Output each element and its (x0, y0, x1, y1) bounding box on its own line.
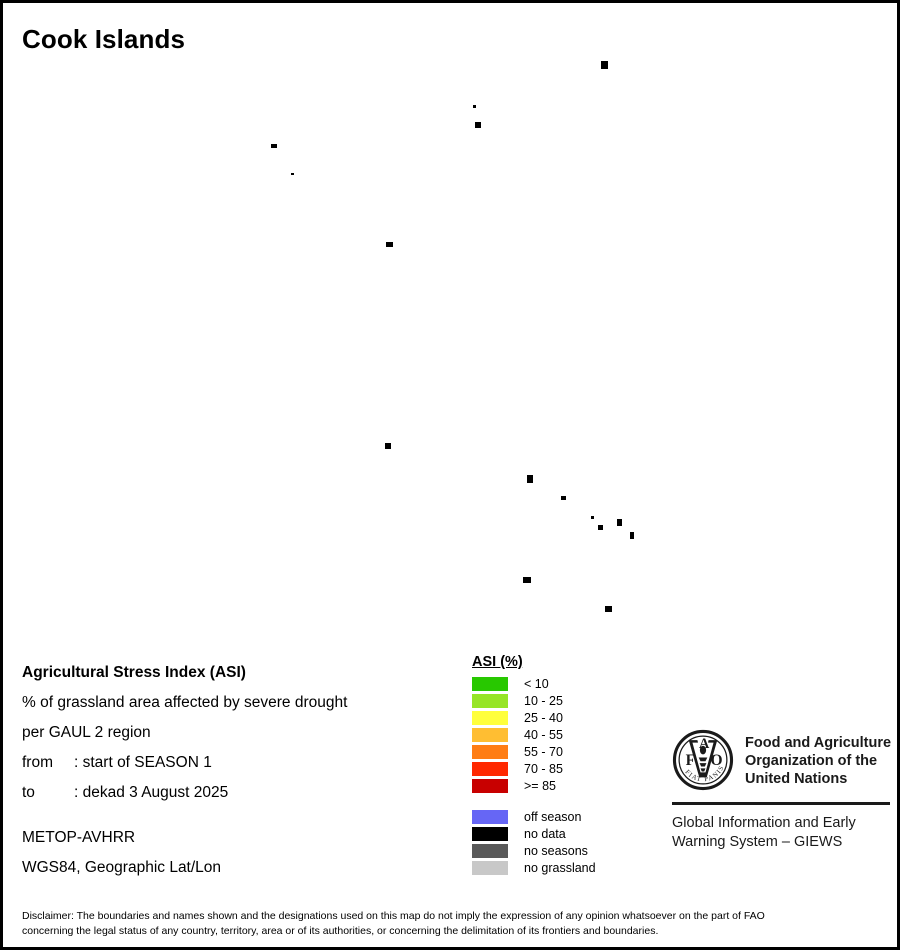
fao-wordmark-line-2: Organization of the (745, 753, 878, 769)
giews-line-1: Global Information and Early (672, 814, 856, 831)
legend-label: 25 - 40 (524, 710, 563, 725)
island-mauke (617, 519, 622, 526)
island-suwarrow (386, 242, 393, 247)
legend-row-class-3: 40 - 55 (472, 726, 672, 743)
legend-row-class-5: 70 - 85 (472, 760, 672, 777)
fao-logo-row: F A O FIAT PANIS Food and Agriculture Or… (672, 729, 891, 791)
legend-label: 70 - 85 (524, 761, 563, 776)
fao-wordmark-line-1: Food and Agriculture (745, 735, 892, 751)
legend-title: ASI (%) (472, 654, 523, 670)
island-penrhyn (601, 61, 608, 69)
fao-branding-block: F A O FIAT PANIS Food and Agriculture Or… (672, 729, 891, 852)
legend-label: no seasons (524, 843, 588, 858)
legend-label: 55 - 70 (524, 744, 563, 759)
legend-row-special-0: off season (472, 808, 672, 825)
island-rarotonga (523, 577, 531, 583)
island-nassau (291, 173, 294, 175)
island-mitiaro (591, 516, 594, 519)
map-legend: ASI (%) < 10 10 - 25 25 - 40 40 - 55 55 - 70… (472, 653, 672, 876)
island-pukapuka (271, 144, 277, 148)
legend-row-class-0: < 10 (472, 675, 672, 692)
legend-swatch-icon (472, 710, 508, 725)
page-title: Cook Islands (22, 24, 186, 54)
fao-wordmark-line-3: United Nations (745, 771, 848, 787)
legend-swatch-icon (472, 761, 508, 776)
info-period-to: to : dekad 3 August 2025 (22, 778, 452, 808)
map-canvas (3, 3, 897, 947)
legend-label: >= 85 (524, 778, 556, 793)
legend-swatch-icon (472, 826, 508, 841)
legend-swatch-icon (472, 727, 508, 742)
island-palmerston (385, 443, 391, 449)
info-heading: Agricultural Stress Index (ASI) (22, 664, 246, 681)
legend-swatch-icon (472, 778, 508, 793)
info-spacer (22, 808, 452, 823)
giews-line-2: Warning System – GIEWS (672, 833, 843, 850)
legend-label: no data (524, 826, 566, 841)
legend-label: < 10 (524, 676, 549, 691)
info-sensor: METOP-AVHRR (22, 829, 136, 846)
legend-label: no grassland (524, 860, 596, 875)
info-period-from-value: : start of SEASON 1 (74, 754, 212, 771)
legend-row-special-1: no data (472, 825, 672, 842)
legend-label: 10 - 25 (524, 693, 563, 708)
disclaimer-line-1: Disclaimer: The boundaries and names sho… (22, 910, 765, 922)
legend-row-class-6: >= 85 (472, 777, 672, 794)
legend-label: 40 - 55 (524, 727, 563, 742)
fao-divider (672, 802, 890, 805)
legend-row-special-3: no grassland (472, 859, 672, 876)
legend-spacer (472, 794, 672, 808)
island-manuae (561, 496, 566, 500)
legend-class-list: < 10 10 - 25 25 - 40 40 - 55 55 - 70 70 - 85 >… (472, 675, 672, 794)
legend-row-class-4: 55 - 70 (472, 743, 672, 760)
island-rakahanga (473, 105, 476, 108)
fao-wordmark: Food and Agriculture Organization of the… (745, 729, 891, 788)
island-mangaia (605, 606, 612, 612)
info-subtitle-line-1: % of grassland area affected by severe d… (22, 694, 348, 711)
info-period-to-value: : dekad 3 August 2025 (74, 784, 229, 801)
legend-swatch-icon (472, 843, 508, 858)
legend-swatch-icon (472, 693, 508, 708)
legend-swatch-icon (472, 676, 508, 691)
disclaimer-line-2: concerning the legal status of any count… (22, 925, 659, 937)
fao-emblem-icon: F A O FIAT PANIS (672, 729, 734, 791)
info-subtitle-line-2: per GAUL 2 region (22, 724, 151, 741)
legend-swatch-icon (472, 744, 508, 759)
island-aitutaki (527, 475, 533, 483)
legend-special-list: off season no data no seasons no grassland (472, 808, 672, 876)
legend-row-class-1: 10 - 25 (472, 692, 672, 709)
svg-text:O: O (710, 752, 722, 769)
svg-text:A: A (699, 736, 710, 752)
disclaimer-text: Disclaimer: The boundaries and names sho… (22, 909, 877, 939)
legend-label: off season (524, 809, 582, 824)
giews-label: Global Information and Early Warning Sys… (672, 814, 890, 852)
info-projection: WGS84, Geographic Lat/Lon (22, 859, 222, 876)
info-period-from: from : start of SEASON 1 (22, 748, 452, 778)
legend-row-class-2: 25 - 40 (472, 709, 672, 726)
info-period-from-key: from (22, 754, 53, 771)
island-manihiki (475, 122, 481, 128)
island-atiu (598, 525, 603, 530)
svg-text:F: F (686, 752, 695, 769)
island-takutea (630, 532, 634, 539)
legend-row-special-2: no seasons (472, 842, 672, 859)
info-period-to-key: to (22, 784, 35, 801)
map-info-block: Agricultural Stress Index (ASI) % of gra… (22, 658, 452, 883)
legend-swatch-icon (472, 860, 508, 875)
legend-swatch-icon (472, 809, 508, 824)
